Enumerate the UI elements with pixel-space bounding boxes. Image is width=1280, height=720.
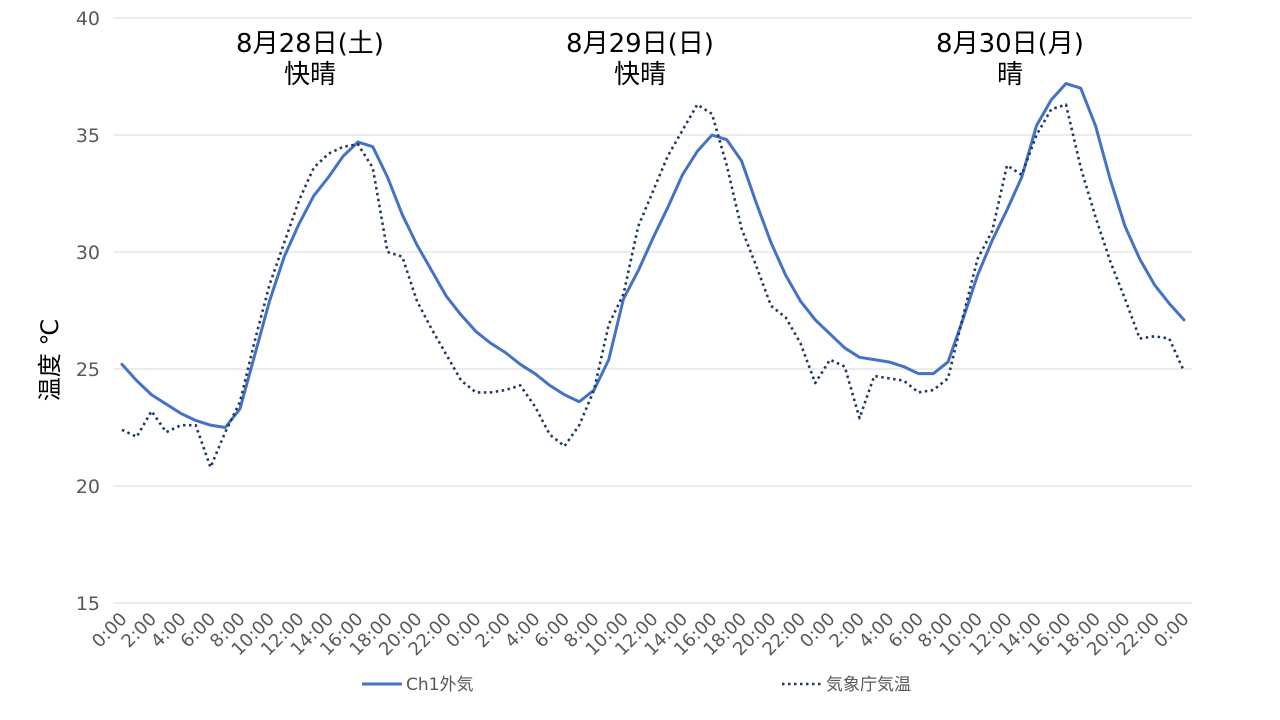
- y-tick-label: 20: [76, 476, 100, 498]
- x-tick-labels: 0:002:004:006:008:0010:0012:0014:0016:00…: [88, 609, 1193, 661]
- series-line-1: [121, 103, 1186, 469]
- day-date-label: 8月29日(日): [566, 29, 714, 59]
- day-date-label: 8月30日(月): [936, 29, 1084, 59]
- y-tick-labels: 15 20 25 30 35 40: [76, 8, 100, 615]
- legend-label-ch1: Ch1外気: [406, 675, 473, 695]
- series-line-0: [120, 82, 1186, 429]
- legend: Ch1外気 気象庁気温: [362, 675, 911, 695]
- y-tick-label: 35: [76, 125, 100, 147]
- y-tick-label: 25: [76, 359, 100, 381]
- y-tick-label: 30: [76, 242, 100, 264]
- y-tick-label: 40: [76, 8, 100, 30]
- series-lines: [120, 82, 1186, 469]
- day-weather-label: 快晴: [284, 60, 336, 90]
- y-gridlines: [113, 17, 1192, 604]
- y-axis-label: 温度 ℃: [36, 319, 64, 402]
- day-weather-label: 晴: [997, 60, 1023, 90]
- y-tick-label: 15: [76, 593, 100, 615]
- legend-label-jma: 気象庁気温: [826, 675, 911, 695]
- day-date-label: 8月28日(土): [236, 29, 384, 59]
- x-tick-label: 0:00: [1150, 609, 1193, 652]
- day-weather-label: 快晴: [614, 60, 666, 90]
